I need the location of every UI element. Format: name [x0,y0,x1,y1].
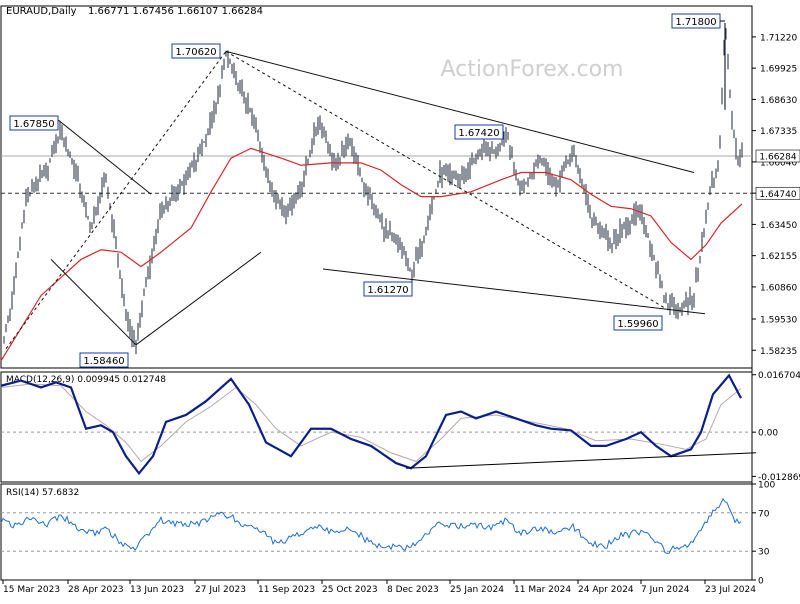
rsi-tick-label: 0 [758,577,764,587]
x-tick-label: 24 Apr 2024 [578,585,634,595]
annotation-label: 1.61270 [367,285,408,296]
macd-line [0,373,742,476]
price-tick-label: 1.68630 [760,96,797,106]
price-annotation: 1.59960 [613,315,663,331]
panel-frame [0,483,753,581]
x-tick-label: 11 Sep 2023 [258,585,315,595]
trendline [55,117,152,195]
panel-frames [0,5,753,581]
x-axis: 15 Mar 2023 28 Apr 2023 13 Jun 2023 27 Jul … [2,580,756,595]
x-tick-label: 8 Dec 2023 [387,585,439,595]
rsi-tick-label: 70 [758,509,770,519]
price-tick-label: 1.62155 [760,252,797,262]
annotation-label: 1.59960 [617,319,658,330]
x-tick-label: 15 Mar 2023 [3,585,60,595]
annotation-box [454,124,504,140]
annotation-label: 1.70620 [175,47,216,58]
annotation-box [9,115,59,131]
macd-panel: MACD(12,26,9) 0.009945 0.012748 0.016704 0… [0,371,800,483]
price-tick-label: 1.69925 [760,65,797,75]
macd-signal-line [0,383,742,463]
panel-frame [0,5,753,369]
x-tick-label: 11 Mar 2024 [514,585,571,595]
annotation-box [613,315,663,331]
macd-trendline [405,452,757,469]
price-panel: 1.71220 1.69925 1.68630 1.67335 1.66040 1.647… [0,13,800,368]
trendline [135,251,262,346]
price-annotation: 1.58460 [79,352,129,368]
symbol-label: EURAUD,Daily [6,6,77,17]
trendline [50,259,137,346]
current-price-tag: 1.66284 [759,153,796,163]
price-annotation: 1.70620 [171,43,221,59]
x-tick-label: 23 Jul 2024 [705,585,756,595]
moving-average-line [0,147,743,362]
rsi-line [0,497,742,554]
support-level-tag: 1.64740 [759,190,796,200]
panel-frame [0,371,753,483]
trendline [225,50,667,310]
x-tick-label: 13 Jun 2023 [130,585,184,595]
price-tick-label: 1.66040 [760,158,797,168]
macd-tick-label: 0.016704 [758,371,800,381]
price-tick-label: 1.59530 [760,316,797,326]
price-annotation: 1.67850 [9,115,59,131]
x-tick-label: 25 Jan 2024 [450,585,504,595]
annotation-box [171,43,221,59]
support-level-tag-box [755,186,800,200]
price-annotation: 1.61270 [363,281,413,297]
price-tick-label: 1.60860 [760,283,797,293]
rsi-title: RSI(14) 57.6832 [6,488,79,498]
trendline [225,50,695,174]
trendline [322,268,706,315]
rsi-tick-label: 100 [758,481,775,491]
price-annotation: 1.71800 [671,13,721,29]
x-tick-label: 28 Apr 2023 [68,585,124,595]
x-tick-label: 25 Oct 2023 [322,585,378,595]
annotation-label: 1.67850 [13,119,54,130]
price-tick-label: 1.58235 [760,347,797,357]
rsi-panel: RSI(14) 57.6832 100 70 30 0 [0,481,775,587]
annotation-box [363,281,413,297]
trendline [5,51,227,349]
macd-tick-label: -0.012869 [758,473,800,483]
annotation-label: 1.67420 [458,128,499,139]
price-tick-label: 1.71220 [760,33,797,43]
x-tick-label: 27 Jul 2023 [195,585,246,595]
rsi-tick-label: 30 [758,548,770,558]
annotation-label: 1.71800 [675,17,716,28]
price-annotation: 1.67420 [454,124,504,140]
annotation-label: 1.58460 [83,356,124,367]
price-tick-label: 1.67335 [760,127,797,137]
x-tick-label: 7 Jun 2024 [641,585,690,595]
price-tick-label: 1.63450 [760,221,797,231]
annotation-box [79,352,129,368]
watermark: ActionForex.com [441,57,624,82]
current-price-tag-box [755,149,800,163]
macd-tick-label: 0.00 [758,429,778,439]
chart-header: EURAUD,Daily 1.66771 1.67456 1.66107 1.6… [6,6,263,17]
ohlc-label: 1.66771 1.67456 1.66107 1.66284 [88,6,263,17]
macd-title: MACD(12,26,9) 0.009945 0.012748 [6,375,166,385]
